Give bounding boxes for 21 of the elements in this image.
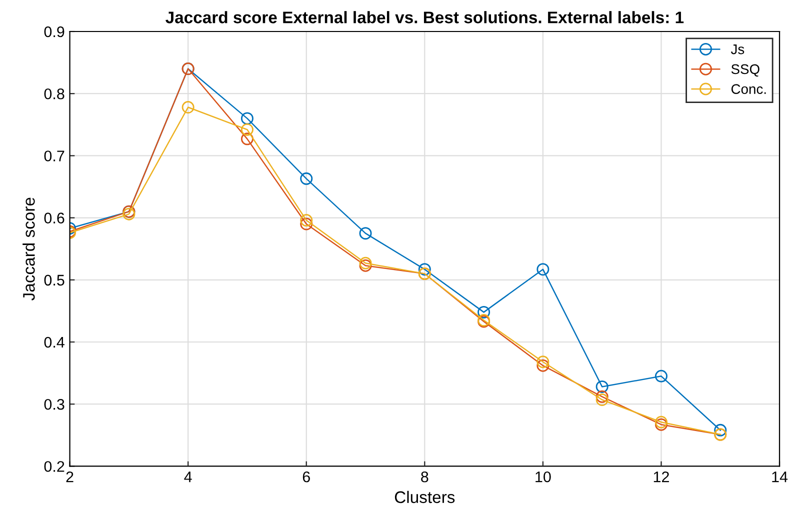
y-tick-label: 0.4 [44,336,64,348]
y-tick-label: 0.2 [44,461,64,472]
x-axis-title: Clusters [394,490,455,504]
y-axis-title: Jaccard score [22,198,35,300]
x-tick-label: 4 [184,472,192,482]
chart-title: Jaccard score External label vs. Best solutions. External labels: 1 [166,11,684,24]
y-tick-label: 0.7 [44,150,64,162]
y-tick-label: 0.8 [44,88,64,100]
x-tick-label: 6 [302,471,310,482]
y-tick-label: 0.6 [44,212,64,224]
y-tick-label: 0.3 [44,398,64,410]
x-tick-label: 10 [536,471,551,482]
legend-label: Js [730,44,744,54]
x-tick-label: 2 [66,471,74,482]
x-tick-label: 14 [772,472,788,482]
legend-label: Conc. [731,84,766,94]
x-tick-label: 12 [654,471,669,482]
legend-label: SSQ [731,64,760,77]
y-tick-label: 0.5 [44,274,64,286]
y-tick-label: 0.9 [44,26,64,38]
x-tick-label: 8 [421,471,428,482]
